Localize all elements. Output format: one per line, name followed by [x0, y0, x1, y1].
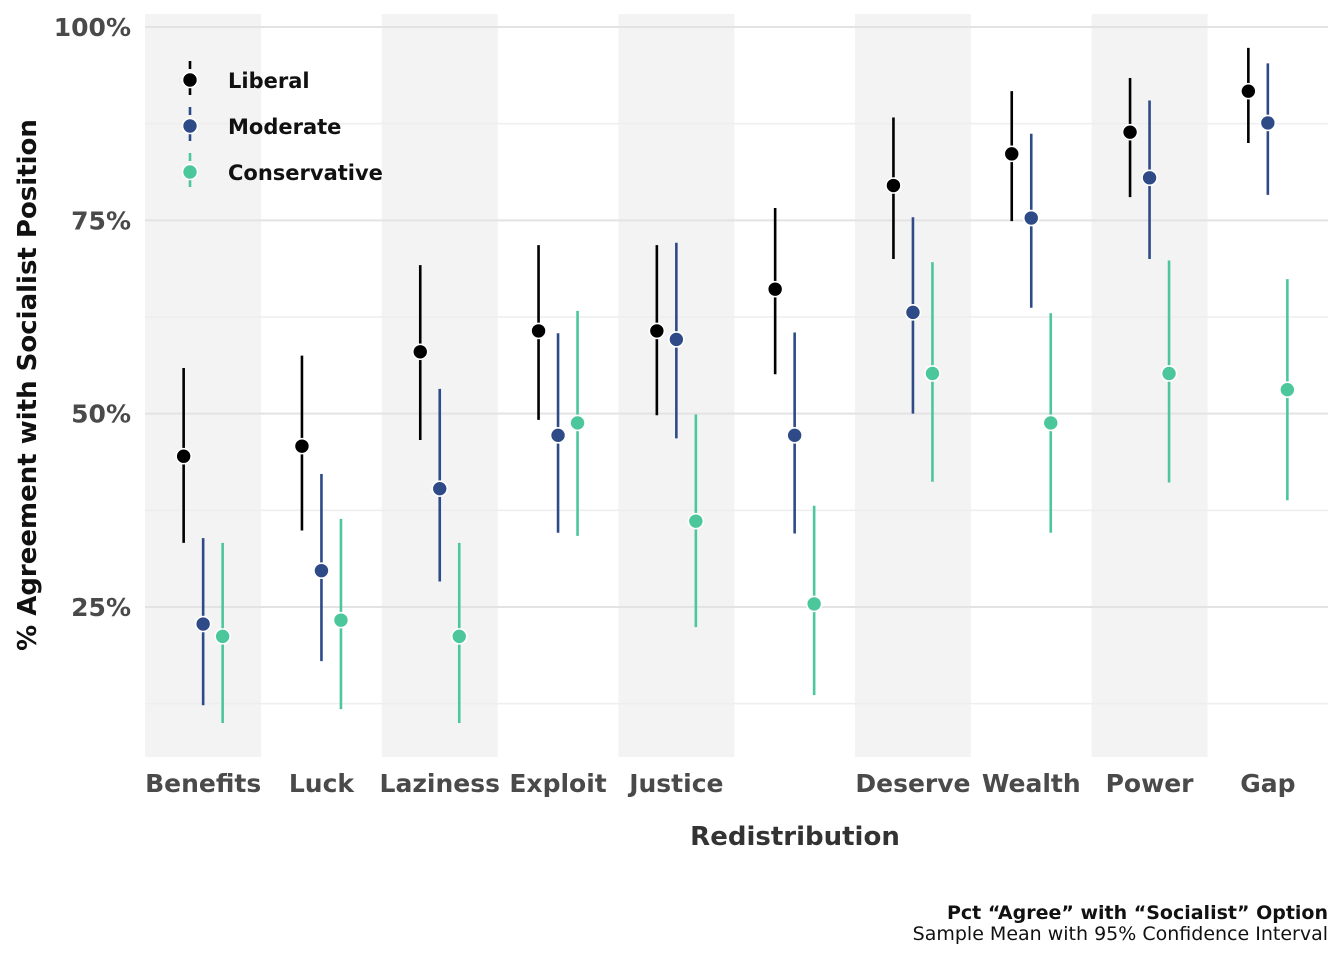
series-conservative	[214, 260, 1296, 723]
point-conservative	[1042, 414, 1060, 432]
legend-key-point-liberal	[181, 71, 199, 89]
x-category-label: Deserve	[855, 769, 970, 798]
point-moderate	[1022, 209, 1040, 227]
point-liberal	[411, 343, 429, 361]
legend-label-conservative: Conservative	[228, 161, 383, 185]
point-conservative	[687, 512, 705, 530]
y-axis-tick-labels: 25% 50% 75% 100%	[54, 13, 131, 622]
data-marks	[175, 47, 1296, 723]
point-moderate	[904, 304, 922, 321]
point-moderate	[313, 562, 330, 579]
legend: Liberal Moderate Conservative	[181, 61, 383, 191]
point-conservative	[1279, 381, 1296, 398]
point-liberal	[293, 437, 311, 455]
series-moderate	[194, 63, 1277, 706]
category-band-2	[381, 14, 498, 757]
x-category-label: Wealth	[982, 769, 1081, 798]
point-moderate	[1141, 169, 1158, 187]
point-moderate	[549, 427, 567, 444]
category-bands	[145, 14, 1208, 757]
legend-label-moderate: Moderate	[228, 115, 341, 139]
y-tick-label: 50%	[71, 400, 131, 429]
legend-label-liberal: Liberal	[228, 69, 310, 93]
legend-key-point-conservative	[181, 163, 199, 181]
point-moderate	[194, 615, 212, 633]
point-moderate	[431, 480, 449, 497]
caption-subtitle: Sample Mean with 95% Confidence Interval	[913, 923, 1328, 945]
x-category-label: Exploit	[509, 769, 606, 798]
point-conservative	[1160, 365, 1178, 382]
series-liberal	[175, 47, 1257, 543]
point-conservative	[450, 628, 468, 645]
point-conservative	[924, 365, 941, 382]
x-category-label: Gap	[1240, 769, 1295, 798]
y-tick-label: 75%	[71, 206, 131, 235]
y-tick-label: 100%	[54, 13, 131, 42]
x-axis-title: Redistribution	[690, 822, 900, 852]
point-conservative	[805, 595, 823, 613]
x-category-label: Power	[1106, 769, 1195, 798]
point-liberal	[175, 447, 192, 465]
point-liberal	[885, 177, 902, 194]
point-moderate	[786, 427, 803, 444]
caption-title: Pct “Agree” with “Socialist” Option	[947, 902, 1328, 924]
point-liberal	[766, 280, 784, 298]
x-category-label: Luck	[289, 769, 356, 798]
point-liberal	[530, 322, 547, 340]
legend-key-point-moderate	[181, 117, 199, 135]
x-category-label: Benefits	[145, 769, 261, 798]
x-category-label: Laziness	[380, 769, 500, 798]
x-category-label: Justice	[627, 769, 723, 798]
point-liberal	[1121, 123, 1139, 141]
point-liberal	[648, 322, 666, 340]
point-moderate	[668, 331, 685, 348]
y-axis-title: % Agreement with Socialist Position	[13, 119, 43, 651]
y-tick-label: 25%	[71, 593, 131, 622]
x-axis-category-labels: Benefits Luck Laziness Exploit Justice Deserv…	[145, 769, 1295, 798]
point-moderate	[1259, 114, 1277, 132]
point-conservative	[332, 611, 350, 629]
point-conservative	[214, 628, 231, 645]
point-liberal	[1240, 82, 1257, 100]
point-liberal	[1003, 145, 1021, 163]
point-conservative	[569, 414, 586, 432]
